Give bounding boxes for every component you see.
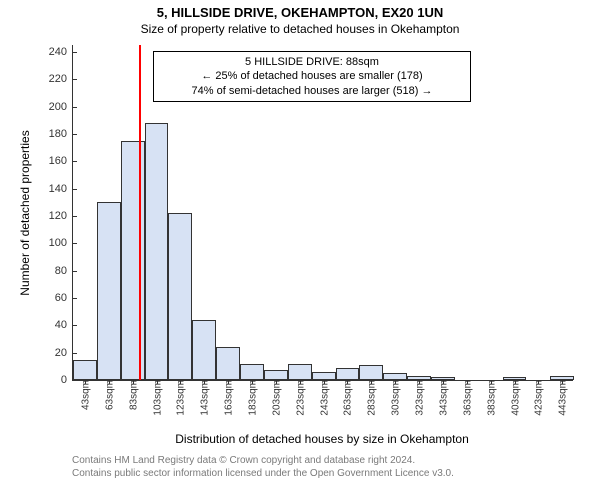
- histogram-bar: [359, 365, 383, 380]
- annotation-box: 5 HILLSIDE DRIVE: 88sqm← 25% of detached…: [153, 51, 471, 102]
- y-tick: 0: [61, 374, 73, 386]
- x-tick-label: 323sqm: [413, 380, 426, 416]
- y-tick: 120: [49, 210, 73, 222]
- x-tick-label: 283sqm: [365, 380, 378, 416]
- histogram-bar: [288, 364, 312, 380]
- x-tick-label: 83sqm: [126, 380, 139, 410]
- histogram-bar: [503, 377, 527, 380]
- y-tick: 200: [49, 101, 73, 113]
- x-tick-label: 363sqm: [460, 380, 473, 416]
- y-tick: 60: [55, 292, 73, 304]
- annotation-line-3: 74% of semi-detached houses are larger (…: [162, 84, 462, 98]
- histogram-bar: [168, 213, 192, 380]
- histogram-bar: [216, 347, 240, 380]
- x-tick-label: 443sqm: [556, 380, 569, 416]
- histogram-bar: [121, 141, 145, 380]
- chart-subtitle: Size of property relative to detached ho…: [0, 22, 600, 36]
- x-tick-label: 123sqm: [174, 380, 187, 416]
- histogram-bar: [312, 372, 336, 380]
- annotation-line-1: 5 HILLSIDE DRIVE: 88sqm: [162, 55, 462, 69]
- x-tick-label: 143sqm: [198, 380, 211, 416]
- y-tick: 40: [55, 319, 73, 331]
- x-tick-label: 63sqm: [102, 380, 115, 410]
- x-tick-label: 43sqm: [78, 380, 91, 410]
- x-tick-label: 183sqm: [245, 380, 258, 416]
- x-tick-label: 223sqm: [293, 380, 306, 416]
- histogram-bar: [264, 370, 288, 380]
- histogram-bar: [240, 364, 264, 380]
- histogram-bar: [192, 320, 216, 380]
- y-tick: 20: [55, 347, 73, 359]
- x-axis-label: Distribution of detached houses by size …: [175, 432, 469, 446]
- y-axis-label: Number of detached properties: [18, 130, 32, 295]
- histogram-bar: [431, 377, 455, 380]
- y-tick: 140: [49, 183, 73, 195]
- y-tick: 240: [49, 46, 73, 58]
- x-tick-label: 343sqm: [436, 380, 449, 416]
- y-tick: 80: [55, 265, 73, 277]
- x-tick-label: 303sqm: [389, 380, 402, 416]
- y-tick: 100: [49, 237, 73, 249]
- histogram-bar: [383, 373, 407, 380]
- histogram-bar: [407, 376, 431, 380]
- histogram-bar: [550, 376, 574, 380]
- plot-area: 02040608010012014016018020022024043sqm63…: [72, 45, 573, 381]
- x-tick-label: 263sqm: [341, 380, 354, 416]
- x-tick-label: 403sqm: [508, 380, 521, 416]
- footer-attribution: Contains HM Land Registry data © Crown c…: [72, 454, 454, 480]
- x-tick-label: 243sqm: [317, 380, 330, 416]
- footer-line-2: Contains public sector information licen…: [72, 467, 454, 480]
- histogram-bar: [145, 123, 169, 380]
- reference-line: [139, 45, 141, 380]
- chart-title: 5, HILLSIDE DRIVE, OKEHAMPTON, EX20 1UN: [0, 5, 600, 20]
- x-tick-label: 383sqm: [484, 380, 497, 416]
- x-tick-label: 203sqm: [269, 380, 282, 416]
- histogram-bar: [336, 368, 360, 380]
- y-tick: 160: [49, 155, 73, 167]
- x-tick-label: 163sqm: [222, 380, 235, 416]
- chart-container: 5, HILLSIDE DRIVE, OKEHAMPTON, EX20 1UN …: [0, 5, 600, 36]
- annotation-line-2: ← 25% of detached houses are smaller (17…: [162, 69, 462, 83]
- x-tick-label: 423sqm: [532, 380, 545, 416]
- y-tick: 220: [49, 73, 73, 85]
- y-tick: 180: [49, 128, 73, 140]
- footer-line-1: Contains HM Land Registry data © Crown c…: [72, 454, 454, 467]
- histogram-bar: [97, 202, 121, 380]
- histogram-bar: [73, 360, 97, 381]
- x-tick-label: 103sqm: [150, 380, 163, 416]
